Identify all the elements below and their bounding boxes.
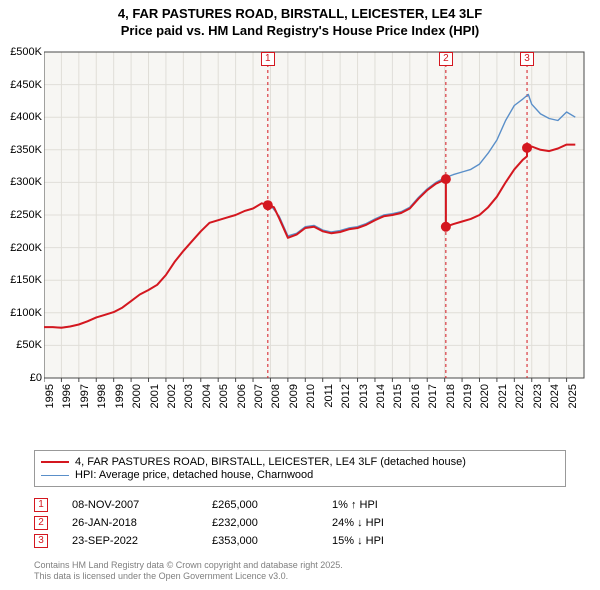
x-tick-label: 2000: [131, 384, 143, 412]
x-tick-label: 1996: [61, 384, 73, 412]
event-marker-3: 3: [520, 52, 534, 66]
x-tick-label: 2001: [149, 384, 161, 412]
events-table: 1 08-NOV-2007£265,0001% ↑ HPI 2 26-JAN-2018…: [34, 494, 566, 552]
title-line-2: Price paid vs. HM Land Registry's House …: [121, 23, 480, 38]
event-date: 23-SEP-2022: [72, 535, 212, 547]
x-tick-label: 2017: [427, 384, 439, 412]
x-tick-label: 1997: [79, 384, 91, 412]
x-tick-label: 2023: [532, 384, 544, 412]
x-tick-label: 2024: [549, 384, 561, 412]
legend-swatch-2: [41, 475, 69, 476]
event-marker-2: 2: [439, 52, 453, 66]
x-tick-label: 2005: [218, 384, 230, 412]
y-tick-label: £400K: [0, 111, 42, 123]
event-marker-1: 1: [261, 52, 275, 66]
y-tick-label: £350K: [0, 144, 42, 156]
event-delta: 24% ↓ HPI: [332, 517, 452, 529]
x-tick-label: 2021: [497, 384, 509, 412]
legend-label-2: HPI: Average price, detached house, Char…: [75, 469, 313, 481]
y-tick-label: £300K: [0, 176, 42, 188]
event-marker-icon: 2: [34, 516, 48, 530]
y-tick-label: £200K: [0, 242, 42, 254]
x-tick-label: 2022: [514, 384, 526, 412]
legend-box: 4, FAR PASTURES ROAD, BIRSTALL, LEICESTE…: [34, 450, 566, 487]
y-tick-label: £100K: [0, 307, 42, 319]
x-tick-label: 2003: [183, 384, 195, 412]
y-tick-label: £0: [0, 372, 42, 384]
x-tick-label: 1995: [44, 384, 56, 412]
x-tick-label: 2007: [253, 384, 265, 412]
y-tick-label: £250K: [0, 209, 42, 221]
x-tick-label: 1998: [96, 384, 108, 412]
y-tick-label: £150K: [0, 274, 42, 286]
event-date: 26-JAN-2018: [72, 517, 212, 529]
x-tick-label: 1999: [114, 384, 126, 412]
data-attribution: Contains HM Land Registry data © Crown c…: [34, 560, 566, 582]
x-tick-label: 2025: [567, 384, 579, 412]
x-tick-label: 2020: [479, 384, 491, 412]
event-marker-icon: 3: [34, 534, 48, 548]
event-delta: 15% ↓ HPI: [332, 535, 452, 547]
event-marker-icon: 1: [34, 498, 48, 512]
event-price: £353,000: [212, 535, 332, 547]
y-tick-label: £50K: [0, 339, 42, 351]
x-tick-label: 2016: [410, 384, 422, 412]
legend-label-1: 4, FAR PASTURES ROAD, BIRSTALL, LEICESTE…: [75, 456, 466, 468]
x-tick-label: 2013: [358, 384, 370, 412]
title-line-1: 4, FAR PASTURES ROAD, BIRSTALL, LEICESTE…: [118, 6, 482, 21]
plot-area: [44, 48, 592, 406]
event-date: 08-NOV-2007: [72, 499, 212, 511]
footer-line-1: Contains HM Land Registry data © Crown c…: [34, 560, 343, 570]
footer-line-2: This data is licensed under the Open Gov…: [34, 571, 288, 581]
x-tick-label: 2009: [288, 384, 300, 412]
event-price: £265,000: [212, 499, 332, 511]
x-tick-label: 2019: [462, 384, 474, 412]
chart-svg: [44, 48, 592, 406]
x-tick-label: 2011: [323, 384, 335, 412]
event-row: 2 26-JAN-2018£232,00024% ↓ HPI: [34, 516, 566, 530]
x-tick-label: 2012: [340, 384, 352, 412]
x-tick-label: 2004: [201, 384, 213, 412]
x-tick-label: 2010: [305, 384, 317, 412]
chart-container: 4, FAR PASTURES ROAD, BIRSTALL, LEICESTE…: [0, 0, 600, 590]
legend-row-1: 4, FAR PASTURES ROAD, BIRSTALL, LEICESTE…: [41, 456, 559, 468]
x-tick-label: 2002: [166, 384, 178, 412]
chart-title: 4, FAR PASTURES ROAD, BIRSTALL, LEICESTE…: [0, 0, 600, 40]
event-delta: 1% ↑ HPI: [332, 499, 452, 511]
event-row: 1 08-NOV-2007£265,0001% ↑ HPI: [34, 498, 566, 512]
x-tick-label: 2008: [270, 384, 282, 412]
event-price: £232,000: [212, 517, 332, 529]
x-tick-label: 2014: [375, 384, 387, 412]
x-tick-label: 2015: [392, 384, 404, 412]
legend-swatch-1: [41, 461, 69, 463]
x-tick-label: 2018: [445, 384, 457, 412]
legend-row-2: HPI: Average price, detached house, Char…: [41, 469, 559, 481]
y-tick-label: £500K: [0, 46, 42, 58]
y-tick-label: £450K: [0, 79, 42, 91]
x-tick-label: 2006: [236, 384, 248, 412]
event-row: 3 23-SEP-2022£353,00015% ↓ HPI: [34, 534, 566, 548]
